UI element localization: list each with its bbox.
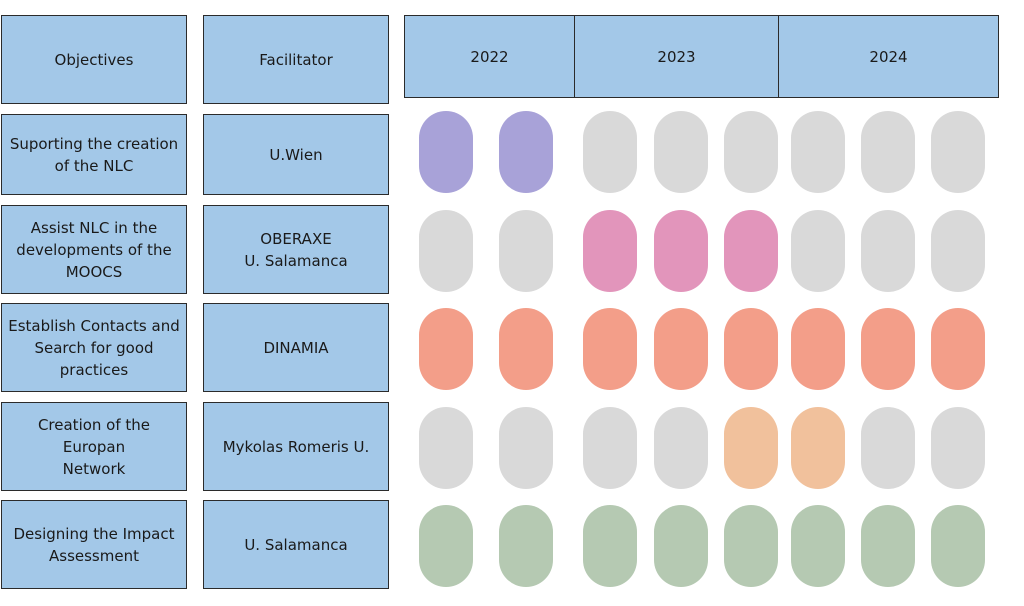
timeline-slot-inactive [931, 111, 985, 193]
timeline-slot-inactive [583, 407, 637, 489]
timeline-slot-active [654, 308, 708, 390]
timeline-slot-active [583, 505, 637, 587]
facilitator-cell: DINAMIA [203, 303, 389, 392]
facilitator-cell: U. Salamanca [203, 500, 389, 589]
timeline-slot-inactive [583, 111, 637, 193]
objective-cell: Suporting the creation of the NLC [1, 114, 187, 195]
objective-cell: Creation of the Europan Network [1, 402, 187, 491]
timeline-slot-active [931, 308, 985, 390]
timeline-slot-inactive [861, 111, 915, 193]
timeline-slot-active [931, 505, 985, 587]
timeline-slot-inactive [861, 210, 915, 292]
timeline-slot-inactive [654, 111, 708, 193]
timeline-slot-active [791, 407, 845, 489]
facilitator-cell: OBERAXE U. Salamanca [203, 205, 389, 294]
objectives-header: Objectives [1, 15, 187, 104]
timeline-slot-inactive [724, 111, 778, 193]
timeline-slot-active [791, 308, 845, 390]
timeline-slot-inactive [931, 407, 985, 489]
facilitator-header: Facilitator [203, 15, 389, 104]
objective-cell: Assist NLC in the developments of the MO… [1, 205, 187, 294]
timeline-slot-inactive [654, 407, 708, 489]
timeline-slot-inactive [791, 210, 845, 292]
timeline-slot-inactive [419, 210, 473, 292]
objective-cell: Designing the Impact Assessment [1, 500, 187, 589]
timeline-slot-active [499, 111, 553, 193]
timeline-slot-active [499, 505, 553, 587]
timeline-slot-active [583, 210, 637, 292]
timeline-slot-active [724, 308, 778, 390]
facilitator-cell: U.Wien [203, 114, 389, 195]
timeline-slot-active [861, 308, 915, 390]
timeline-slot-active [499, 308, 553, 390]
year-2024: 2024 [778, 16, 998, 97]
timeline-slot-active [419, 111, 473, 193]
timeline-slot-active [654, 210, 708, 292]
timeline-slot-active [724, 407, 778, 489]
timeline-slot-inactive [931, 210, 985, 292]
timeline-slot-inactive [791, 111, 845, 193]
facilitator-cell: Mykolas Romeris U. [203, 402, 389, 491]
year-header-bar: 2022 2023 2024 [404, 15, 999, 98]
timeline-slot-inactive [419, 407, 473, 489]
timeline-slot-active [419, 308, 473, 390]
timeline-slot-active [861, 505, 915, 587]
year-2022: 2022 [470, 47, 509, 66]
timeline-slot-active [419, 505, 473, 587]
objective-cell: Establish Contacts and Search for good p… [1, 303, 187, 392]
timeline-slot-active [791, 505, 845, 587]
timeline-slot-inactive [499, 210, 553, 292]
timeline-slot-active [724, 210, 778, 292]
timeline-slot-active [583, 308, 637, 390]
timeline-slot-active [724, 505, 778, 587]
timeline-slot-inactive [861, 407, 915, 489]
year-2023: 2023 [574, 16, 778, 97]
timeline-slot-active [654, 505, 708, 587]
timeline-slot-inactive [499, 407, 553, 489]
